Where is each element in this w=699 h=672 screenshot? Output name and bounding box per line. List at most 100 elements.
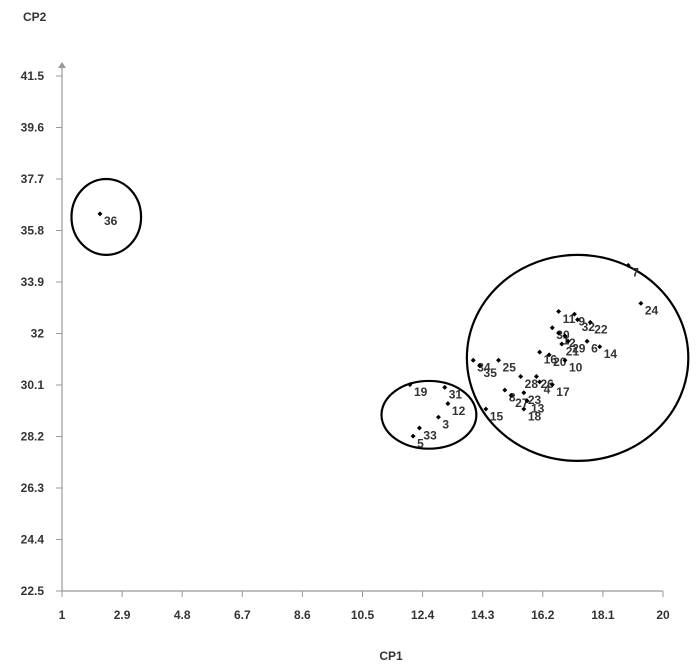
point-label: 29 <box>572 342 586 356</box>
data-point <box>533 374 539 379</box>
point-label: 1 <box>563 334 570 348</box>
point-label: 9 <box>578 315 585 329</box>
point-label: 5 <box>417 437 424 451</box>
data-point <box>625 262 631 268</box>
data-point <box>483 406 489 412</box>
point-label: 28 <box>525 377 539 391</box>
point-label: 34 <box>477 361 491 375</box>
cluster-circle <box>380 379 478 450</box>
y-tick-label: 35.8 <box>21 224 45 238</box>
data-point <box>410 433 416 439</box>
point-label: 17 <box>556 385 570 399</box>
y-tick-label: 33.9 <box>21 275 45 289</box>
point-label: 19 <box>414 385 428 399</box>
y-tick-label: 32 <box>31 327 45 341</box>
point-label: 16 <box>544 352 558 366</box>
point-label: 24 <box>645 304 659 318</box>
data-point <box>587 319 593 325</box>
point-label: 36 <box>104 214 118 228</box>
point-label: 21 <box>566 344 580 358</box>
cluster-circle <box>465 253 690 462</box>
x-tick-label: 20 <box>656 608 670 622</box>
x-tick-label: 1 <box>59 608 66 622</box>
point-label: 23 <box>528 393 542 407</box>
point-label: 18 <box>528 409 542 423</box>
point-label: 3 <box>442 418 449 432</box>
point-label: 7 <box>632 266 639 280</box>
data-point <box>556 308 562 314</box>
data-point <box>571 311 577 317</box>
x-tick-label: 4.8 <box>174 608 191 622</box>
data-point <box>435 414 441 420</box>
x-tick-label: 18.1 <box>591 608 615 622</box>
data-point <box>559 341 565 347</box>
point-label: 22 <box>594 323 608 337</box>
y-tick-label: 30.1 <box>21 378 45 392</box>
ticks-layer: 1 2.9 4.8 6.7 8.6 10.5 12.4 14.3 16.2 18.1 20 22.5 2… <box>21 69 670 622</box>
point-label: 14 <box>604 347 618 361</box>
x-tick-label: 16.2 <box>531 608 555 622</box>
point-label: 25 <box>503 361 517 375</box>
data-point <box>575 317 581 323</box>
point-label: 30 <box>556 328 570 342</box>
y-tick-label: 37.7 <box>21 172 45 186</box>
data-point <box>546 352 552 358</box>
y-axis-label: CP2 <box>23 10 47 24</box>
x-tick-label: 10.5 <box>351 608 375 622</box>
data-point <box>597 344 603 350</box>
data-point <box>584 338 590 344</box>
cluster-circle <box>70 177 143 256</box>
x-tick-label: 14.3 <box>471 608 495 622</box>
data-point <box>549 382 555 388</box>
point-label: 13 <box>531 401 545 415</box>
y-tick-label: 22.5 <box>21 584 45 598</box>
y-tick-label: 24.4 <box>21 533 45 547</box>
data-point <box>416 425 422 431</box>
data-point <box>521 406 527 412</box>
data-point <box>477 363 483 369</box>
point-label: 4 <box>544 382 551 396</box>
data-point <box>97 211 103 217</box>
x-tick-label: 12.4 <box>411 608 435 622</box>
point-label: 32 <box>582 320 596 334</box>
y-tick-label: 41.5 <box>21 69 45 83</box>
data-point <box>407 382 413 388</box>
data-point <box>537 379 543 385</box>
point-label: 11 <box>563 312 576 326</box>
y-tick-label: 28.2 <box>21 430 45 444</box>
point-label: 26 <box>540 377 554 391</box>
axes-layer <box>58 62 663 592</box>
y-axis-arrow <box>58 62 66 68</box>
data-point <box>502 387 508 393</box>
data-point <box>556 330 562 336</box>
data-point <box>638 300 644 306</box>
data-point <box>562 357 568 363</box>
point-label: 6 <box>591 342 598 356</box>
data-point <box>445 401 451 407</box>
data-point <box>549 325 555 331</box>
data-point <box>521 390 527 396</box>
data-point <box>524 398 530 404</box>
point-label: 10 <box>569 361 583 375</box>
data-point <box>470 357 476 363</box>
x-tick-label: 2.9 <box>114 608 131 622</box>
data-point <box>496 357 501 363</box>
point-label: 20 <box>553 355 567 369</box>
y-tick-label: 39.6 <box>21 121 45 135</box>
data-point <box>537 349 543 355</box>
y-tick-label: 26.3 <box>21 481 45 495</box>
annotation-circles-layer <box>70 177 690 462</box>
point-label: 31 <box>449 388 463 402</box>
x-axis-label: CP1 <box>379 649 403 663</box>
data-point <box>518 374 524 379</box>
point-label: 2 <box>569 336 576 350</box>
x-tick-label: 6.7 <box>234 608 251 622</box>
point-label: 27 <box>515 396 529 410</box>
data-point <box>565 338 571 344</box>
point-label: 15 <box>490 409 504 423</box>
point-label: 35 <box>484 366 498 380</box>
data-point <box>442 384 448 390</box>
